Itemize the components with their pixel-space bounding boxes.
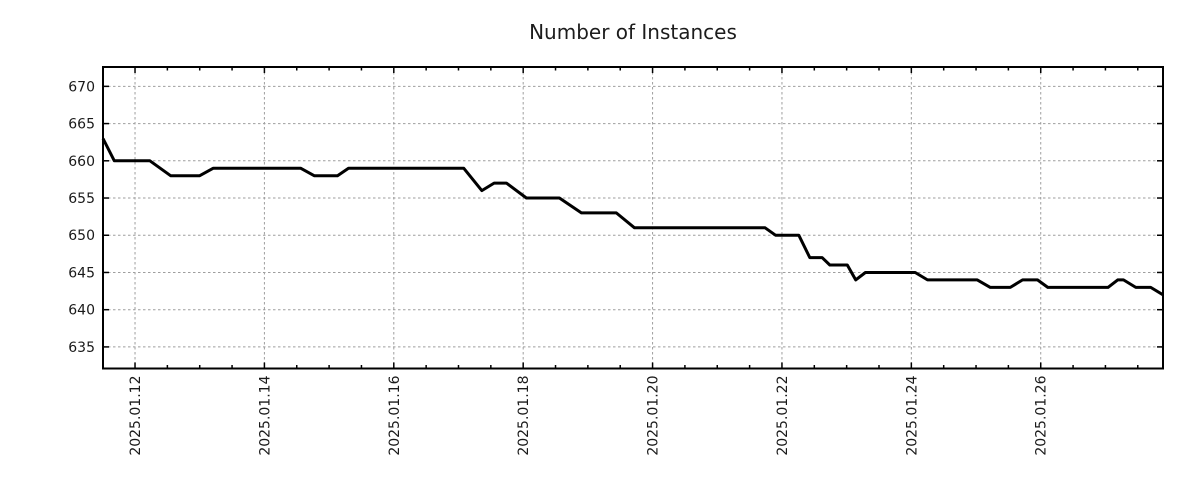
x-tick-label: 2025.01.26 [1034,375,1050,455]
x-tick-label: 2025.01.14 [257,375,273,455]
x-tick-label: 2025.01.18 [516,376,532,456]
data-series [101,137,1164,297]
x-tick-label: 2025.01.12 [128,376,144,456]
x-tick-label: 2025.01.24 [904,375,920,455]
x-tick-label: 2025.01.20 [646,376,662,456]
y-tick-label: 670 [68,79,95,95]
x-tick-label: 2025.01.16 [387,375,403,455]
x-tick-label: 2025.01.22 [775,376,791,456]
y-tick-label: 635 [68,340,95,356]
y-tick-label: 640 [68,303,95,319]
grid-lines [103,67,1163,369]
axes-and-ticks [102,66,1164,370]
y-tick-label: 650 [68,228,95,244]
y-tick-label: 645 [68,265,95,281]
y-tick-label: 665 [68,117,95,133]
tick-labels: 635 640 645 650 655 660 665 670 2025.01.12 2025.0… [68,79,1049,455]
y-tick-label: 660 [68,154,95,170]
chart-title: Number of Instances [529,20,737,44]
instances-line [101,137,1164,297]
plot-border [102,66,1164,370]
y-tick-label: 655 [68,191,95,207]
